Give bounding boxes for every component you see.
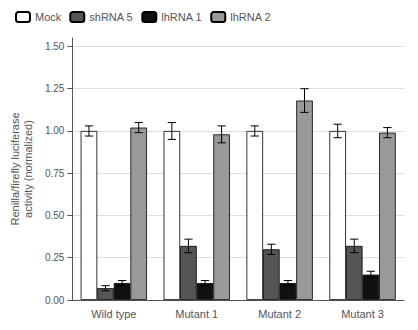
svg-text:1.00: 1.00 bbox=[45, 125, 65, 136]
svg-text:0.50: 0.50 bbox=[45, 210, 65, 221]
svg-text:Renilla/firefly luciferase: Renilla/firefly luciferase bbox=[9, 112, 21, 225]
svg-text:activity (normalized): activity (normalized) bbox=[22, 120, 34, 218]
svg-text:Mutant 1: Mutant 1 bbox=[175, 308, 218, 320]
svg-text:1.50: 1.50 bbox=[45, 41, 65, 52]
svg-text:0.00: 0.00 bbox=[45, 295, 65, 306]
svg-text:lhRNA 1: lhRNA 1 bbox=[161, 11, 201, 23]
svg-text:Mock: Mock bbox=[35, 11, 62, 23]
svg-text:Mutant 2: Mutant 2 bbox=[258, 308, 301, 320]
svg-text:1.25: 1.25 bbox=[45, 83, 65, 94]
svg-text:shRNA 5: shRNA 5 bbox=[89, 11, 132, 23]
svg-text:Wild type: Wild type bbox=[91, 308, 136, 320]
svg-text:0.75: 0.75 bbox=[45, 168, 65, 179]
svg-text:Mutant 3: Mutant 3 bbox=[341, 308, 384, 320]
svg-text:0.25: 0.25 bbox=[45, 252, 65, 263]
svg-text:lhRNA 2: lhRNA 2 bbox=[230, 11, 270, 23]
